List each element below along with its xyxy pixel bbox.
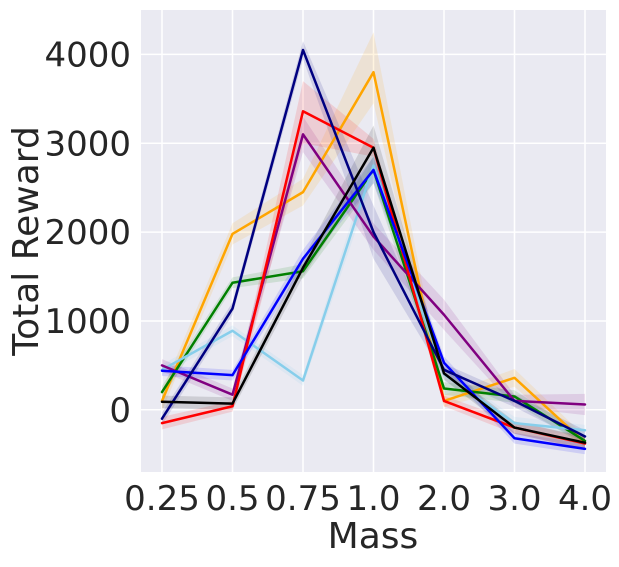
series-line [160,48,587,438]
series-band [162,156,585,447]
y-tick-label: 2000 [44,213,131,253]
x-tick-labels: 0.25 0.5 0.75 1.0 2.0 3.0 4.0 [124,479,612,519]
series-line [160,164,587,432]
x-tick-label: 3.0 [487,479,541,519]
x-tick-label: 1.0 [346,479,400,519]
series-line [160,146,587,444]
y-tick-label: 3000 [44,124,131,164]
series-band [162,32,585,449]
y-tick-label: 4000 [44,35,131,75]
y-tick-label: 0 [109,391,131,431]
y-axis-label: Total Reward [6,126,47,357]
x-axis-label: Mass [328,516,419,557]
series-line [160,70,587,444]
x-tick-label: 2.0 [417,479,471,519]
x-tick-label: 0.75 [265,479,341,519]
x-tick-label: 4.0 [558,479,612,519]
x-tick-label: 0.25 [124,479,200,519]
series-band [162,41,585,443]
y-tick-label: 1000 [44,302,131,342]
series-line [160,168,587,451]
x-tick-label: 0.5 [205,479,259,519]
y-tick-labels: 0 1000 2000 3000 4000 [44,35,131,430]
series-lines [160,48,587,451]
series-band [162,116,585,416]
